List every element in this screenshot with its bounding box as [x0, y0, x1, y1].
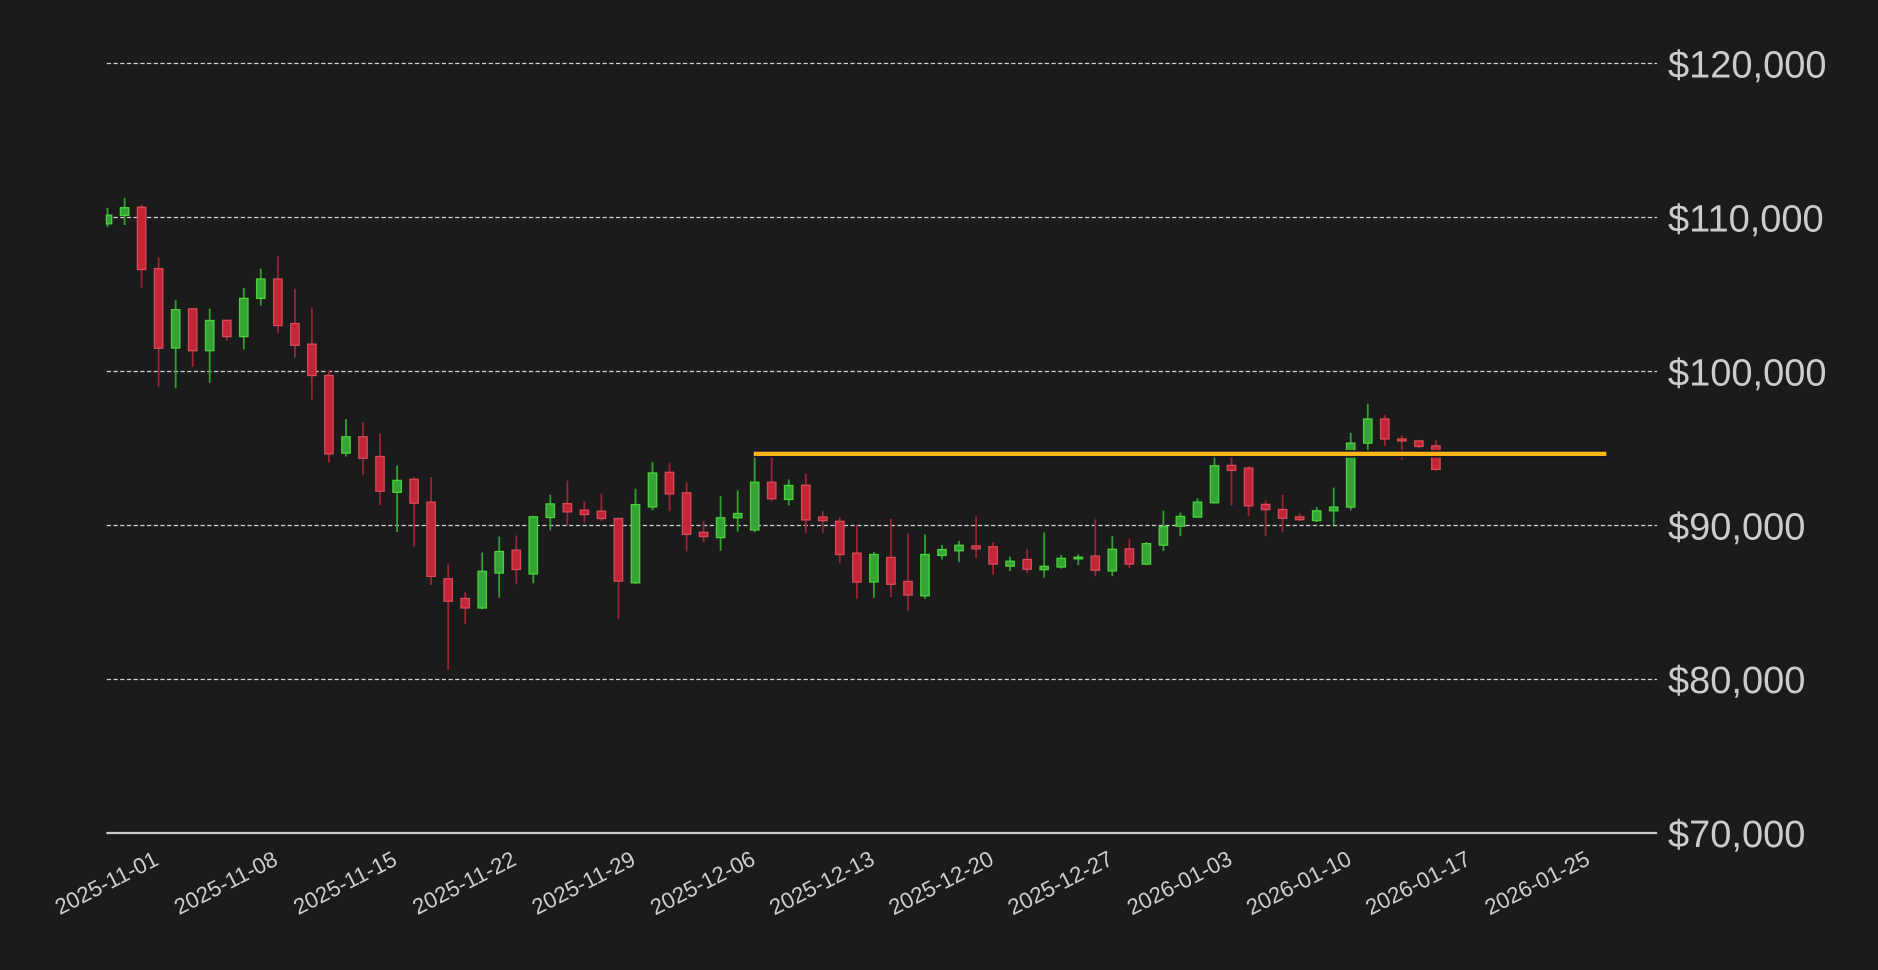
svg-text:$110,000: $110,000	[1668, 199, 1824, 241]
svg-text:$80,000: $80,000	[1668, 660, 1805, 702]
svg-text:$70,000: $70,000	[1668, 814, 1805, 856]
svg-text:$120,000: $120,000	[1668, 45, 1827, 87]
svg-text:$90,000: $90,000	[1668, 506, 1805, 548]
svg-text:$100,000: $100,000	[1668, 352, 1827, 394]
